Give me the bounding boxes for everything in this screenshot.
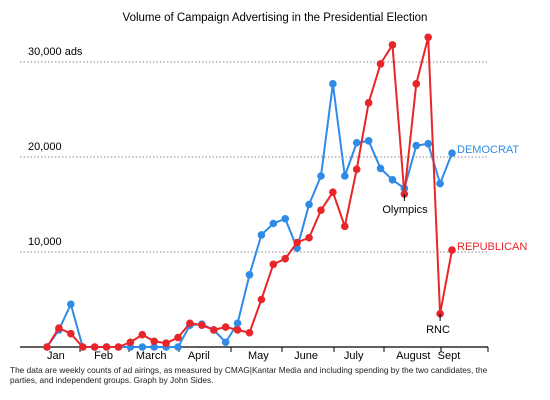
x-tick-label: July [344,350,364,362]
point [162,339,170,348]
point [55,324,63,332]
point [269,260,278,269]
x-tick-label: June [294,350,318,362]
point [245,328,254,337]
x-tick-label: May [248,350,269,362]
point [67,300,75,309]
point [305,200,313,209]
chart-title: Volume of Campaign Advertising in the Pr… [123,12,428,24]
series-line [46,37,453,348]
point [257,295,266,304]
series-label: DEMOCRAT [457,144,519,156]
point [412,141,421,150]
annotation: Olympics [382,204,428,216]
point [317,206,325,214]
point [138,343,147,351]
point [233,326,242,334]
point [329,188,337,196]
point [388,41,397,49]
point [448,149,456,157]
point [424,139,432,148]
point [43,343,51,351]
point [198,321,206,329]
point [340,222,349,231]
point [364,137,373,145]
point [376,164,385,173]
x-tick-label: August [396,350,430,362]
point [67,329,75,338]
point [174,333,182,342]
point [126,338,135,347]
point [221,338,230,347]
y-tick-label: 10,000 [28,236,62,248]
x-tick-label: March [136,350,167,362]
point [114,343,123,351]
point [412,80,421,88]
point [281,214,290,223]
point [150,337,159,346]
point [317,172,325,180]
point [376,60,385,68]
point [364,99,373,107]
point [340,172,349,180]
x-tick-label: Feb [94,350,113,362]
point [448,246,456,254]
point [436,179,444,188]
x-tick-label: Sept [438,350,461,362]
point [186,319,194,328]
point [138,330,147,339]
point [174,343,182,351]
point [245,271,254,279]
point [209,326,218,334]
point [78,343,87,351]
point [352,165,361,174]
point [102,343,111,351]
point [90,343,99,351]
series-label: REPUBLICAN [457,241,527,253]
point [233,319,242,328]
point [269,219,278,228]
point [424,33,432,42]
y-tick-label: 30,000 ads [28,46,83,58]
point [281,254,290,263]
point [221,323,230,331]
point [150,343,159,351]
point [352,138,361,147]
point [293,238,301,247]
x-tick-label: April [188,350,210,362]
y-tick-label: 20,000 [28,141,62,153]
annotation: RNC [426,324,450,336]
point [305,233,313,242]
point [257,231,266,239]
point [388,176,397,184]
point [329,80,337,88]
footnote: The data are weekly counts of ad airings… [10,365,488,385]
x-tick-label: Jan [47,350,65,362]
